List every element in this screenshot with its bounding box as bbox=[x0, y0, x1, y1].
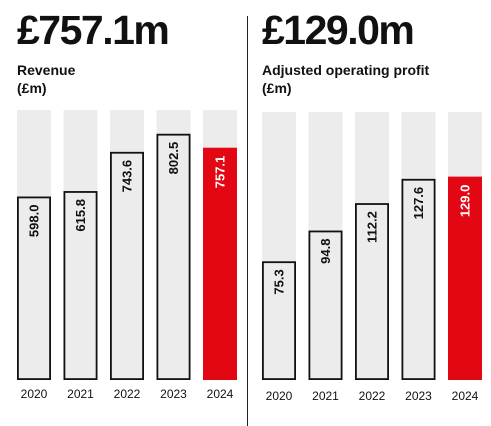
revenue-value-label-2022: 743.6 bbox=[120, 160, 135, 193]
profit-title: Adjusted operating profit (£m) bbox=[262, 61, 429, 97]
revenue-tick-label-2023: 2023 bbox=[160, 387, 187, 401]
profit-tick-label-2021: 2021 bbox=[312, 389, 339, 403]
revenue-tick-label-2021: 2021 bbox=[67, 387, 94, 401]
revenue-title-line2: (£m) bbox=[17, 80, 47, 96]
profit-tick-label-2024: 2024 bbox=[452, 389, 479, 403]
revenue-panel: £757.1m Revenue (£m) 598.0 2020 615.8 2021 7… bbox=[16, 7, 237, 401]
revenue-bar-2021 bbox=[63, 191, 98, 381]
profit-bar-2023 bbox=[401, 178, 436, 381]
profit-bar-2022 bbox=[355, 203, 390, 381]
revenue-bar-chart: 598.0 2020 615.8 2021 743.6 2022 802.5 2023 757.… bbox=[16, 110, 237, 401]
revenue-bar-2022 bbox=[110, 151, 145, 381]
revenue-tick-label-2024: 2024 bbox=[207, 387, 234, 401]
profit-bar-2021 bbox=[308, 230, 343, 381]
revenue-headline: £757.1m bbox=[17, 7, 170, 53]
profit-tick-label-2022: 2022 bbox=[359, 389, 386, 403]
profit-value-label-2023: 127.6 bbox=[411, 187, 426, 220]
profit-value-label-2020: 75.3 bbox=[272, 269, 287, 294]
revenue-bar-2020 bbox=[16, 196, 52, 381]
profit-tick-label-2020: 2020 bbox=[266, 389, 293, 403]
revenue-value-label-2021: 615.8 bbox=[73, 199, 88, 232]
revenue-value-label-2020: 598.0 bbox=[27, 205, 42, 238]
profit-bar-2024 bbox=[448, 176, 482, 380]
revenue-bar-2024 bbox=[203, 147, 237, 380]
revenue-value-label-2024: 757.1 bbox=[213, 156, 228, 189]
revenue-bar-2023 bbox=[156, 133, 191, 380]
adjusted-operating-profit-panel: £129.0m Adjusted operating profit (£m) 7… bbox=[250, 0, 491, 426]
profit-tick-label-2023: 2023 bbox=[405, 389, 432, 403]
revenue-title: Revenue (£m) bbox=[17, 61, 75, 97]
panel-divider bbox=[247, 16, 248, 426]
revenue-tick-label-2022: 2022 bbox=[114, 387, 141, 401]
revenue-value-label-2023: 802.5 bbox=[166, 142, 181, 175]
profit-value-label-2021: 94.8 bbox=[318, 239, 333, 264]
revenue-tick-label-2020: 2020 bbox=[21, 387, 48, 401]
revenue-title-line1: Revenue bbox=[17, 62, 76, 78]
profit-bar-2020 bbox=[261, 261, 297, 381]
profit-value-label-2022: 112.2 bbox=[365, 211, 380, 243]
profit-bar-chart: 75.3 2020 94.8 2021 112.2 2022 127.6 2023 129.0 2… bbox=[261, 112, 482, 403]
profit-headline: £129.0m bbox=[262, 7, 415, 53]
profit-value-label-2024: 129.0 bbox=[458, 185, 473, 218]
profit-title-line2: (£m) bbox=[262, 80, 292, 96]
profit-title-line1: Adjusted operating profit bbox=[262, 62, 430, 78]
